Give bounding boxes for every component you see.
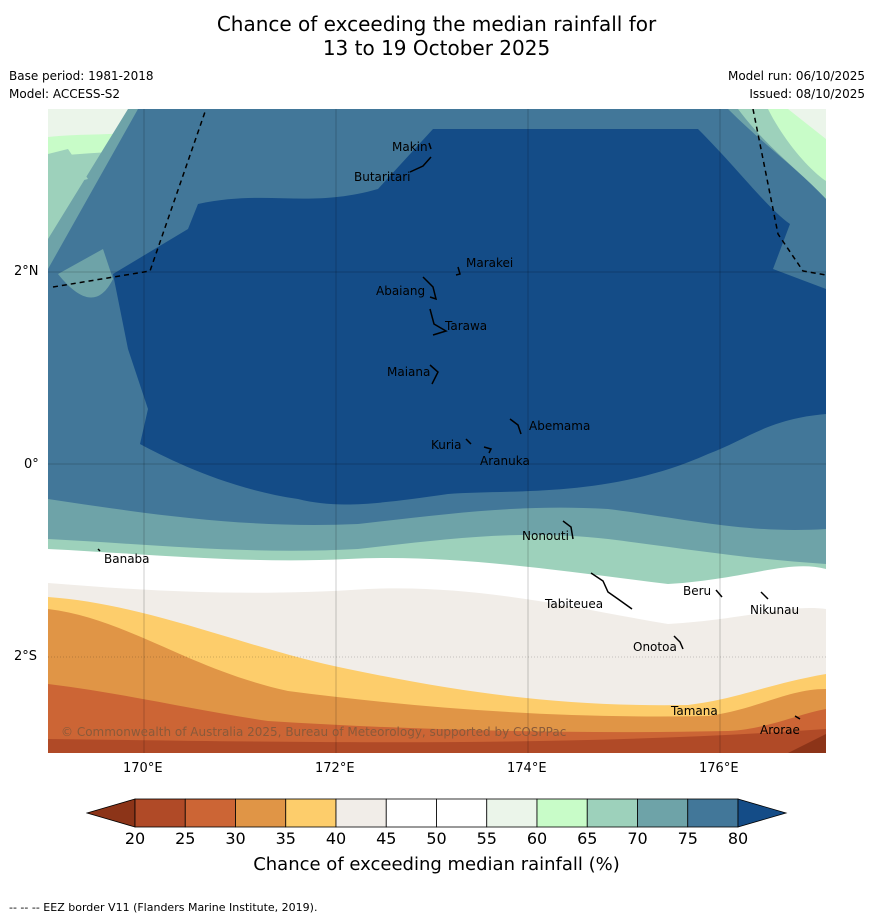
colorbar-tick-25: 25 xyxy=(175,829,196,848)
island-abemama xyxy=(509,418,522,435)
island-abaiang xyxy=(422,276,438,301)
colorbar-tick-55: 55 xyxy=(476,829,497,848)
model-run-text: Model run: 06/10/2025 xyxy=(727,69,865,83)
band-70-75-patch xyxy=(58,249,113,298)
colorbar-segment-b50_55 xyxy=(436,798,488,828)
band-20-25 xyxy=(48,729,826,753)
colorbar-title: Chance of exceeding median rainfall (%) xyxy=(253,854,620,875)
colorbar-segments xyxy=(86,798,788,828)
place-label-kuria: Kuria xyxy=(431,438,462,452)
model-text: Model: ACCESS-S2 xyxy=(9,87,121,101)
eez-footnote: -- -- -- EEZ border V11 (Flanders Marine… xyxy=(9,901,318,914)
place-label-nonouti: Nonouti xyxy=(522,529,569,543)
title-line-1: Chance of exceeding the median rainfall … xyxy=(216,12,657,36)
lon-label-170e: 170°E xyxy=(123,761,163,776)
title-line-2: 13 to 19 October 2025 xyxy=(322,36,551,60)
colorbar xyxy=(86,798,788,828)
colorbar-extend-high xyxy=(737,798,788,828)
place-label-aranuka: Aranuka xyxy=(480,454,530,468)
colorbar-segment-b40_45 xyxy=(335,798,387,828)
lat-label-0: 0° xyxy=(24,457,39,472)
colorbar-segment-b35_40 xyxy=(285,798,337,828)
island-marakei xyxy=(455,266,461,276)
band-65-70-patch xyxy=(48,149,88,189)
place-label-banaba: Banaba xyxy=(104,552,150,566)
colorbar-tick-35: 35 xyxy=(275,829,296,848)
colorbar-tick-80: 80 xyxy=(727,829,749,848)
eez-border-east xyxy=(752,109,826,276)
copyright-text: © Commonwealth of Australia 2025, Bureau… xyxy=(61,725,566,739)
place-label-marakei: Marakei xyxy=(466,256,513,270)
island-aranuka xyxy=(483,446,493,454)
island-nonouti xyxy=(562,520,574,540)
place-label-abaiang: Abaiang xyxy=(376,284,425,298)
band-lt20 xyxy=(788,734,826,753)
colorbar-segment-b70_75 xyxy=(637,798,689,828)
colorbar-segment-b55_60 xyxy=(486,798,538,828)
island-arorae xyxy=(794,715,801,720)
issued-text: Issued: 08/10/2025 xyxy=(749,87,865,101)
island-tabiteuea xyxy=(590,572,633,610)
colorbar-tick-60: 60 xyxy=(526,829,548,848)
lat-label-2s: 2°S xyxy=(14,649,38,664)
colorbar-segment-b30_35 xyxy=(235,798,287,828)
colorbar-tick-45: 45 xyxy=(376,829,397,848)
place-label-butaritari: Butaritari xyxy=(354,170,411,184)
island-makin xyxy=(428,142,432,150)
colorbar-segment-b65_70 xyxy=(586,798,638,828)
island-beru xyxy=(715,589,723,598)
lon-label-176e: 176°E xyxy=(699,761,739,776)
map-title: Chance of exceeding the median rainfall … xyxy=(0,12,873,60)
place-label-tarawa: Tarawa xyxy=(444,319,487,333)
colorbar-tick-40: 40 xyxy=(325,829,347,848)
place-label-onotoa: Onotoa xyxy=(633,640,677,654)
colorbar-segment-b60_65 xyxy=(536,798,588,828)
colorbar-tick-75: 75 xyxy=(677,829,698,848)
place-label-beru: Beru xyxy=(683,584,711,598)
lat-label-2n: 2°N xyxy=(14,264,39,279)
colorbar-segment-b20_25 xyxy=(134,798,186,828)
colorbar-tick-20: 20 xyxy=(124,829,146,848)
colorbar-segment-b45_50 xyxy=(385,798,437,828)
colorbar-segment-b25_30 xyxy=(184,798,236,828)
island-butaritari xyxy=(409,156,432,173)
base-period-text: Base period: 1981-2018 xyxy=(9,69,154,83)
band-25-30 xyxy=(48,684,826,753)
colorbar-tick-30: 30 xyxy=(225,829,246,848)
place-label-makin: Makin xyxy=(392,140,428,154)
island-nikunau xyxy=(760,591,769,600)
island-tarawa xyxy=(429,308,448,336)
island-banaba xyxy=(97,548,101,552)
lon-label-174e: 174°E xyxy=(507,761,547,776)
colorbar-extend-low xyxy=(86,798,136,828)
place-label-tamana: Tamana xyxy=(670,704,718,718)
island-kuria xyxy=(465,438,472,445)
island-onotoa xyxy=(673,635,684,650)
colorbar-tick-65: 65 xyxy=(577,829,598,848)
colorbar-tick-50: 50 xyxy=(426,829,447,848)
place-label-arorae: Arorae xyxy=(760,723,800,737)
place-label-maiana: Maiana xyxy=(387,365,430,379)
lon-label-172e: 172°E xyxy=(315,761,355,776)
place-label-abemama: Abemama xyxy=(529,419,590,433)
colorbar-segment-b75_80 xyxy=(687,798,739,828)
island-maiana xyxy=(429,364,439,385)
place-label-tabiteuea: Tabiteuea xyxy=(544,597,603,611)
band-gt80 xyxy=(113,129,826,505)
place-label-nikunau: Nikunau xyxy=(750,603,799,617)
colorbar-tick-70: 70 xyxy=(627,829,648,848)
rainfall-map: Makin Butaritari Marakei Abaiang Tarawa … xyxy=(48,109,826,753)
